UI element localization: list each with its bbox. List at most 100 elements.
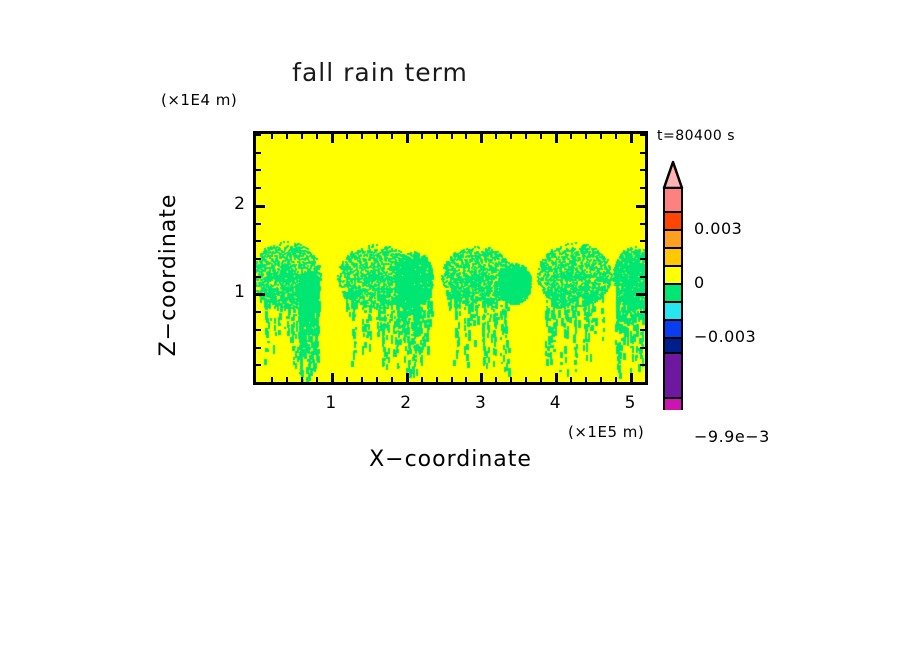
- x-tick-label: 4: [549, 393, 561, 413]
- x-minor-tick: [585, 377, 587, 382]
- y-minor-tick-right: [640, 134, 645, 136]
- x-major-tick-top: [406, 134, 409, 143]
- colorbar-band-2: [663, 229, 683, 249]
- x-major-tick: [555, 373, 558, 382]
- x-minor-tick: [495, 377, 497, 382]
- y-minor-tick-right: [640, 258, 645, 260]
- y-minor-tick-right: [640, 329, 645, 331]
- x-tick-label: 3: [475, 393, 486, 413]
- y-minor-tick-right: [640, 169, 645, 171]
- x-minor-tick-top: [585, 134, 587, 139]
- colorbar-tick-label: −9.9e−3: [694, 427, 770, 446]
- y-minor-tick-right: [640, 311, 645, 313]
- y-minor-tick: [256, 223, 261, 225]
- x-minor-tick: [645, 377, 647, 382]
- time-annotation: t=80400 s: [657, 128, 735, 144]
- y-axis-title: Z−coordinate: [156, 193, 181, 357]
- x-tick-label: 5: [624, 393, 636, 413]
- y-minor-tick: [256, 276, 261, 278]
- x-minor-tick-top: [600, 134, 602, 139]
- heatmap-field: [256, 134, 645, 382]
- x-minor-tick-top: [376, 134, 378, 139]
- y-major-tick-right: [636, 205, 645, 208]
- x-minor-tick: [570, 377, 572, 382]
- x-major-tick: [630, 373, 633, 382]
- x-minor-tick: [391, 377, 393, 382]
- x-minor-tick-top: [421, 134, 423, 139]
- x-minor-tick: [510, 377, 512, 382]
- colorbar-band-0: [663, 187, 683, 213]
- colorbar-tick-label: 0.003: [694, 219, 743, 238]
- colorbar-band-4: [663, 265, 683, 285]
- x-major-tick: [331, 373, 334, 382]
- y-minor-tick: [256, 187, 261, 189]
- y-tick-label: 2: [234, 193, 245, 214]
- x-axis-unit-label: (×1E5 m): [568, 423, 645, 441]
- x-minor-tick: [615, 377, 617, 382]
- x-major-tick-top: [630, 134, 633, 143]
- x-major-tick: [406, 373, 409, 382]
- colorbar-band-10: [663, 397, 683, 410]
- colorbar-band-8: [663, 337, 683, 354]
- colorbar-swatches: [662, 160, 684, 410]
- x-minor-tick-top: [570, 134, 572, 139]
- y-axis-unit-label: (×1E4 m): [161, 91, 238, 109]
- y-minor-tick-right: [640, 347, 645, 349]
- colorbar-extend-top: [662, 160, 684, 190]
- y-minor-tick-right: [640, 187, 645, 189]
- x-major-tick-top: [331, 134, 334, 143]
- x-minor-tick: [451, 377, 453, 382]
- y-minor-tick: [256, 347, 261, 349]
- colorbar-band-3: [663, 247, 683, 267]
- x-minor-tick: [271, 377, 273, 382]
- x-minor-tick-top: [645, 134, 647, 139]
- y-minor-tick: [256, 169, 261, 171]
- y-major-tick: [256, 205, 265, 208]
- colorbar-band-1: [663, 211, 683, 231]
- x-minor-tick-top: [525, 134, 527, 139]
- colorbar-band-5: [663, 283, 683, 303]
- y-major-tick: [256, 293, 265, 296]
- colorbar: [661, 160, 685, 410]
- colorbar-tick-label: −0.003: [694, 327, 757, 346]
- y-minor-tick-right: [640, 240, 645, 242]
- x-minor-tick-top: [510, 134, 512, 139]
- x-minor-tick: [346, 377, 348, 382]
- y-minor-tick: [256, 240, 261, 242]
- x-minor-tick-top: [465, 134, 467, 139]
- x-minor-tick-top: [436, 134, 438, 139]
- x-minor-tick-top: [301, 134, 303, 139]
- x-minor-tick: [540, 377, 542, 382]
- x-minor-tick: [600, 377, 602, 382]
- x-minor-tick-top: [271, 134, 273, 139]
- y-minor-tick: [256, 134, 261, 136]
- x-minor-tick-top: [316, 134, 318, 139]
- x-minor-tick: [316, 377, 318, 382]
- y-tick-label: 1: [234, 282, 245, 303]
- y-minor-tick: [256, 152, 261, 154]
- x-minor-tick-top: [346, 134, 348, 139]
- x-minor-tick-top: [495, 134, 497, 139]
- x-minor-tick: [361, 377, 363, 382]
- y-minor-tick-right: [640, 276, 645, 278]
- colorbar-tick-label: 0: [694, 273, 705, 292]
- x-tick-label: 2: [400, 393, 412, 413]
- y-minor-tick: [256, 329, 261, 331]
- x-minor-tick: [436, 377, 438, 382]
- x-minor-tick: [421, 377, 423, 382]
- x-minor-tick-top: [286, 134, 288, 139]
- x-axis-title: X−coordinate: [369, 447, 532, 472]
- y-minor-tick-right: [640, 364, 645, 366]
- colorbar-band-6: [663, 301, 683, 321]
- x-minor-tick-top: [615, 134, 617, 139]
- colorbar-band-9: [663, 352, 683, 399]
- y-minor-tick: [256, 364, 261, 366]
- x-minor-tick: [376, 377, 378, 382]
- x-minor-tick: [525, 377, 527, 382]
- x-tick-label: 1: [325, 393, 337, 413]
- x-minor-tick: [465, 377, 467, 382]
- x-minor-tick: [301, 377, 303, 382]
- x-minor-tick-top: [391, 134, 393, 139]
- x-minor-tick-top: [451, 134, 453, 139]
- x-major-tick: [480, 373, 483, 382]
